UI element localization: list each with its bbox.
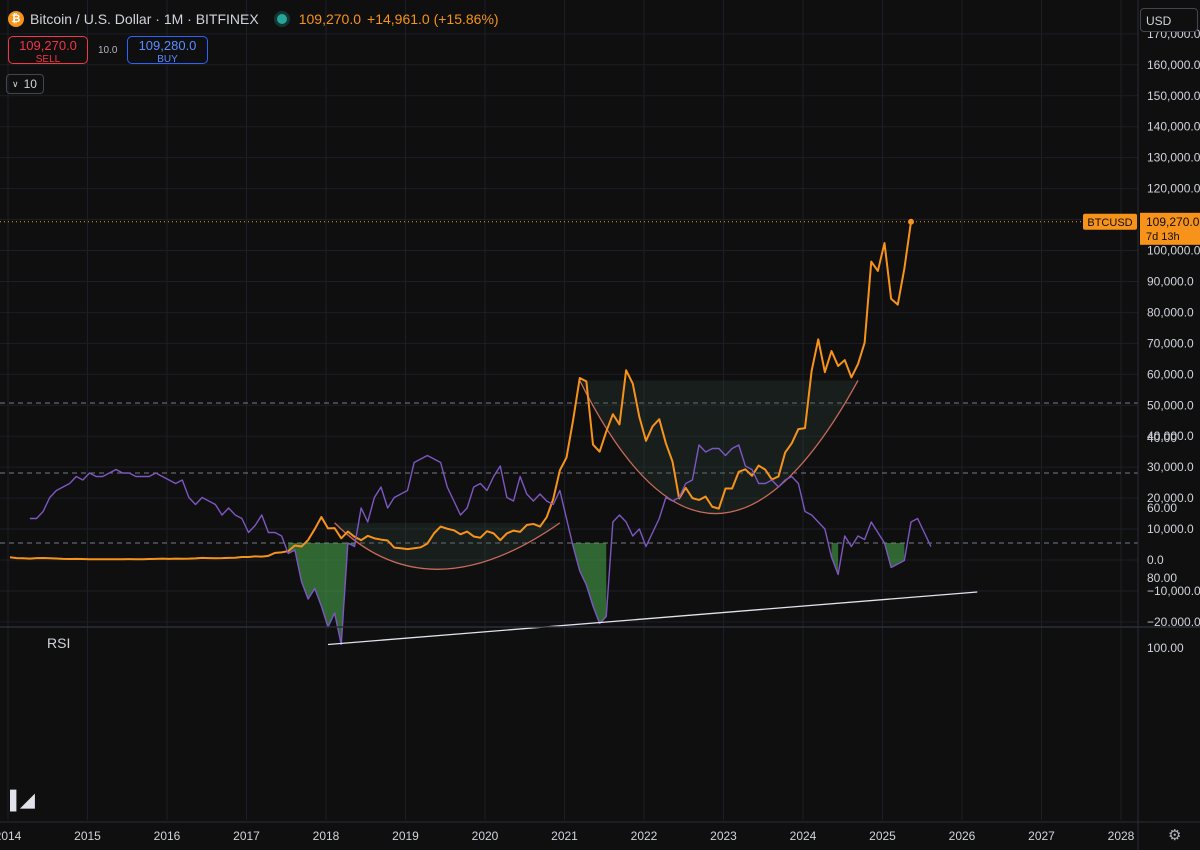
gear-icon[interactable]: ⚙ bbox=[1168, 827, 1182, 844]
x-tick-label: 2018 bbox=[313, 829, 340, 843]
rsi-overbought-fills bbox=[288, 543, 905, 645]
rsi-indicator-label[interactable]: RSI bbox=[47, 635, 71, 651]
price-line bbox=[9, 221, 912, 561]
cup-fill bbox=[579, 380, 858, 514]
buy-button[interactable]: 109,280.0 BUY bbox=[127, 36, 208, 65]
market-open-dot-icon bbox=[276, 14, 287, 24]
sell-price: 109,270.0 bbox=[19, 38, 77, 53]
x-tick-label: 2025 bbox=[869, 829, 896, 843]
y-tick-label: 140,000.0 bbox=[1147, 120, 1200, 134]
x-tick-label: 2019 bbox=[392, 829, 419, 843]
cup-fill bbox=[334, 522, 560, 570]
price-tag-countdown: 7d 13h bbox=[1146, 231, 1180, 243]
price-tag: BTCUSD 109,270.0 7d 13h bbox=[1083, 212, 1200, 245]
cup-curve bbox=[334, 522, 561, 570]
x-tick-label: 2022 bbox=[631, 829, 658, 843]
y-tick-label: −20,000.0 bbox=[1147, 615, 1200, 629]
x-tick-label: 2015 bbox=[74, 829, 101, 843]
price-change: +14,961.0 (+15.86%) bbox=[367, 11, 499, 27]
y-tick-label: 130,000.0 bbox=[1147, 151, 1200, 165]
sell-button[interactable]: 109,270.0 SELL bbox=[8, 36, 88, 65]
symbol-tag-text: BTCUSD bbox=[1087, 217, 1132, 229]
x-tick-label: 2023 bbox=[710, 829, 737, 843]
y-tick-label: 20,000.0 bbox=[1147, 491, 1194, 505]
rsi-tick-label: 40.00 bbox=[1147, 431, 1177, 445]
x-tick-label: 2026 bbox=[949, 829, 976, 843]
spread-value: 10.0 bbox=[98, 45, 118, 56]
symbol-tag-bg bbox=[1083, 213, 1137, 230]
quantity-dropdown[interactable]: ∨ 10 bbox=[6, 74, 44, 94]
y-tick-label: 10,000.0 bbox=[1147, 522, 1194, 536]
y-tick-label: 0.0 bbox=[1147, 553, 1164, 567]
buy-price: 109,280.0 bbox=[138, 38, 197, 53]
x-tick-label: 2021 bbox=[551, 829, 578, 843]
rsi-tick-label: 100.00 bbox=[1147, 641, 1184, 655]
y-tick-label: 150,000.0 bbox=[1147, 89, 1200, 103]
last-price-dot bbox=[908, 218, 914, 225]
chevron-down-icon: ∨ bbox=[12, 78, 19, 89]
symbol-header: ₿ Bitcoin / U.S. Dollar · 1M · BITFINEX … bbox=[8, 9, 499, 29]
price-tag-bg bbox=[1140, 212, 1200, 245]
x-tick-label: 2017 bbox=[233, 829, 260, 843]
symbol-title[interactable]: Bitcoin / U.S. Dollar · 1M · BITFINEX bbox=[30, 11, 259, 27]
y-tick-label: −10,000.0 bbox=[1147, 584, 1200, 598]
y-tick-label: 80,000.0 bbox=[1147, 305, 1194, 319]
y-tick-label: 30,000.0 bbox=[1147, 460, 1194, 474]
rsi-trendline bbox=[327, 591, 978, 646]
bitcoin-icon: ₿ bbox=[8, 11, 24, 27]
y-tick-label: 90,000.0 bbox=[1147, 274, 1194, 288]
y-tick-label: 160,000.0 bbox=[1147, 58, 1200, 72]
x-tick-label: 2014 bbox=[0, 829, 22, 843]
y-tick-label: 70,000.0 bbox=[1147, 336, 1194, 350]
x-tick-label: 2024 bbox=[790, 829, 817, 843]
cup-curve bbox=[579, 380, 859, 514]
rsi-bands bbox=[0, 402, 1138, 544]
currency-selector[interactable]: USD bbox=[1140, 8, 1198, 32]
overbought-fill bbox=[288, 543, 355, 645]
x-tick-label: 2028 bbox=[1108, 829, 1135, 843]
cup-annotations bbox=[334, 380, 859, 570]
overbought-fill bbox=[831, 543, 839, 575]
rsi-tick-label: 60.00 bbox=[1147, 501, 1177, 515]
buy-label: BUY bbox=[157, 54, 178, 65]
quantity-value: 10 bbox=[23, 77, 37, 91]
y-tick-label: 50,000.0 bbox=[1147, 398, 1194, 412]
x-tick-label: 2020 bbox=[472, 829, 499, 843]
price-tag-value: 109,270.0 bbox=[1146, 215, 1200, 229]
rsi-line bbox=[29, 444, 932, 646]
y-tick-label: 100,000.0 bbox=[1147, 244, 1200, 258]
y-tick-label: 60,000.0 bbox=[1147, 367, 1194, 381]
tradingview-logo[interactable]: ▌◢ bbox=[10, 790, 35, 810]
last-price: 109,270.0 bbox=[298, 11, 362, 27]
y-tick-label: 120,000.0 bbox=[1147, 182, 1200, 196]
sell-label: SELL bbox=[35, 54, 61, 65]
y-tick-label: 40,000.0 bbox=[1147, 429, 1194, 443]
x-tick-label: 2016 bbox=[154, 829, 181, 843]
overbought-fill bbox=[573, 543, 607, 624]
series-lines bbox=[0, 218, 1138, 646]
x-tick-label: 2027 bbox=[1028, 829, 1055, 843]
rsi-tick-label: 80.00 bbox=[1147, 571, 1177, 585]
